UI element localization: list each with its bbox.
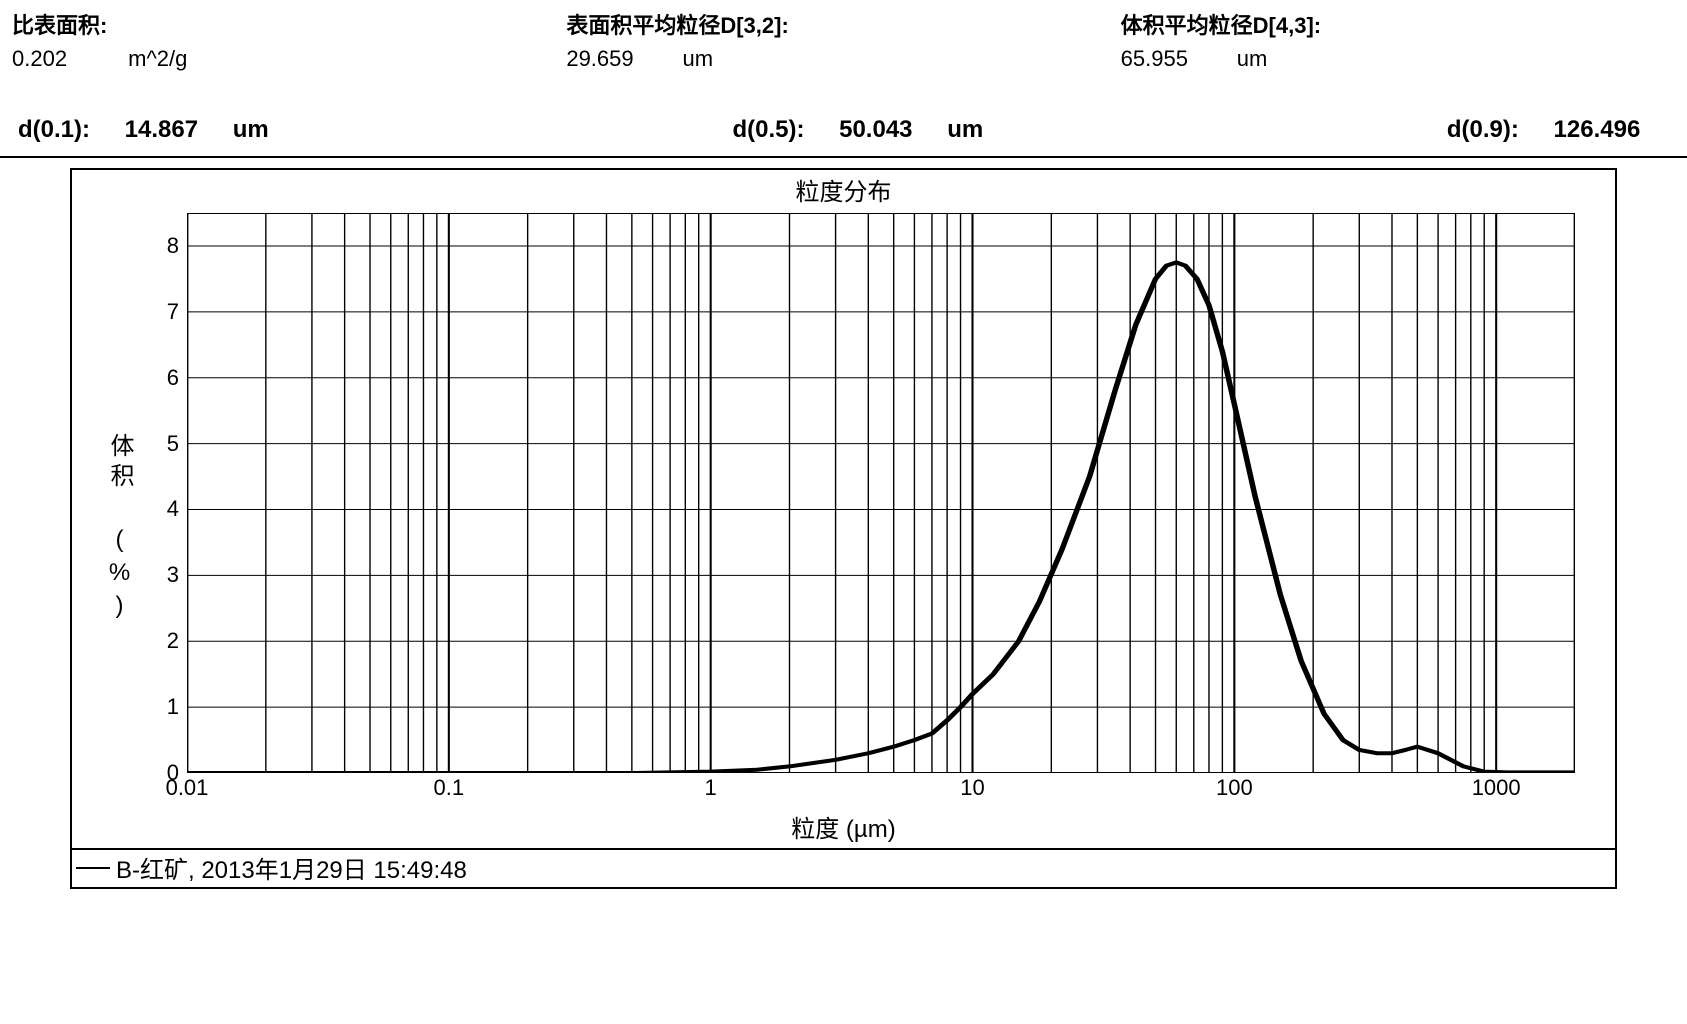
percentile-row: d(0.1): 14.867 um d(0.5): 50.043 um d(0.… [0, 76, 1687, 152]
x-tick-label: 1 [705, 773, 717, 801]
y-tick-label: 6 [167, 365, 187, 391]
y-tick-label: 3 [167, 562, 187, 588]
param-value: 29.659 [566, 46, 676, 72]
chart-title: 粒度分布 [72, 170, 1615, 207]
pct-value: 14.867 [125, 116, 198, 144]
legend: B-红矿, 2013年1月29日 15:49:48 [72, 848, 1615, 887]
x-tick-label: 100 [1216, 773, 1253, 801]
y-tick-label: 2 [167, 628, 187, 654]
pct-value: 50.043 [839, 116, 912, 144]
d09-group: d(0.9): 126.496 [1447, 116, 1675, 144]
param-d32: 表面积平均粒径D[3,2]: 29.659 um [566, 8, 1120, 72]
param-label: 比表面积: [12, 8, 566, 40]
y-axis-label: 体积 (%) [102, 433, 137, 625]
legend-text: B-红矿, 2013年1月29日 15:49:48 [116, 850, 467, 885]
y-tick-label: 4 [167, 496, 187, 522]
param-label: 体积平均粒径D[4,3]: [1121, 8, 1675, 40]
pct-value: 126.496 [1554, 116, 1641, 144]
chart-container: 粒度分布 体积 (%) 0123456780.010.11101001000 粒… [70, 168, 1617, 889]
param-unit: m^2/g [128, 46, 187, 72]
param-ssa: 比表面积: 0.202 m^2/g [12, 8, 566, 72]
header-params: 比表面积: 0.202 m^2/g 表面积平均粒径D[3,2]: 29.659 … [0, 0, 1687, 76]
pct-label: d(0.9): [1447, 116, 1519, 144]
x-tick-label: 10 [960, 773, 984, 801]
pct-label: d(0.5): [732, 116, 804, 144]
x-tick-label: 1000 [1472, 773, 1521, 801]
param-value: 0.202 [12, 46, 122, 72]
plot-svg [187, 213, 1575, 773]
pct-unit: um [233, 116, 269, 144]
y-tick-label: 5 [167, 431, 187, 457]
legend-line-icon [76, 867, 110, 869]
param-label: 表面积平均粒径D[3,2]: [566, 8, 1120, 40]
x-tick-label: 0.01 [166, 773, 209, 801]
param-d43: 体积平均粒径D[4,3]: 65.955 um [1121, 8, 1675, 72]
y-tick-label: 7 [167, 299, 187, 325]
pct-unit: um [947, 116, 983, 144]
param-value: 65.955 [1121, 46, 1231, 72]
divider [0, 156, 1687, 158]
d05-group: d(0.5): 50.043 um [732, 116, 983, 144]
y-tick-label: 8 [167, 233, 187, 259]
plot-area: 0123456780.010.11101001000 [187, 213, 1575, 773]
param-unit: um [1237, 46, 1268, 72]
x-tick-label: 0.1 [434, 773, 465, 801]
y-tick-label: 1 [167, 694, 187, 720]
d01-group: d(0.1): 14.867 um [18, 116, 269, 144]
pct-label: d(0.1): [18, 116, 90, 144]
param-unit: um [682, 46, 713, 72]
x-axis-label: 粒度 (µm) [72, 773, 1615, 848]
